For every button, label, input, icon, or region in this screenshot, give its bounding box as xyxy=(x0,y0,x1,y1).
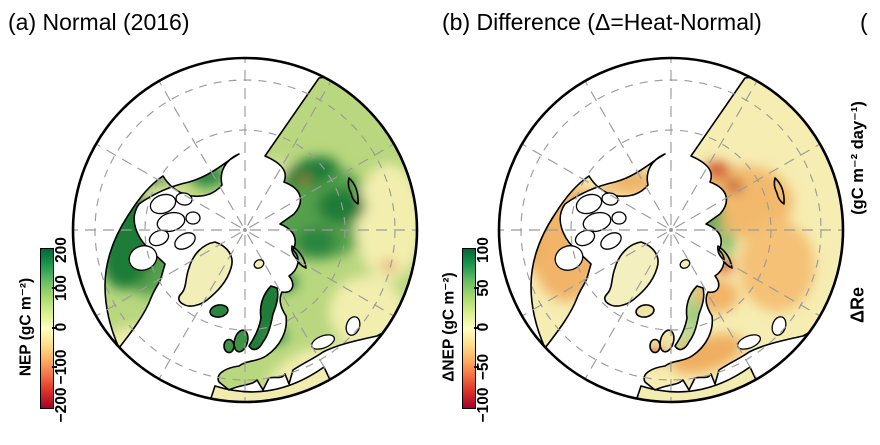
svalbard-island xyxy=(679,259,691,269)
colorbar-a-tick xyxy=(52,366,57,368)
panel-b-title: (b) Difference (Δ=Heat-Normal) xyxy=(442,9,762,35)
panel-c-ylabel-units: (gC m⁻² day⁻¹) xyxy=(849,101,867,215)
colorbar-a xyxy=(40,248,57,409)
panel-c-title-fragment: ( xyxy=(860,9,868,35)
map-b-horizon-circle xyxy=(497,56,845,404)
colorbar-b-title: ΔNEP (gC m⁻²) xyxy=(440,272,458,382)
colorbar-b-tick xyxy=(474,327,479,329)
colorbar-a-tick xyxy=(52,327,57,329)
hudson-bay xyxy=(128,245,158,271)
arctic-archipelago xyxy=(148,192,201,250)
hudson-bay xyxy=(554,245,584,271)
colorbar-b-tick-label: 50 xyxy=(475,279,492,297)
inland-seas-and-white-islands xyxy=(554,192,787,350)
panel-a-title: (a) Normal (2016) xyxy=(8,9,190,35)
colorbar-b-tick xyxy=(474,366,479,368)
svalbard-island xyxy=(253,259,265,269)
colorbar-b-tick-label: 0 xyxy=(475,322,492,332)
colorbar-a-tick xyxy=(52,287,57,289)
colorbar-b-tick-label: 100 xyxy=(475,237,492,263)
inland-seas-and-white-islands xyxy=(128,192,361,350)
arctic-archipelago xyxy=(574,192,627,250)
colorbar-b-tick xyxy=(474,287,479,289)
panel-c-ylabel-name: ΔRe xyxy=(847,287,868,323)
colorbar-b-tick-label: −100 xyxy=(475,387,492,423)
colorbar-b-tick-label: −50 xyxy=(475,353,492,381)
colorbar-a-title: NEP (gC m⁻²) xyxy=(17,277,35,377)
map-panel-a xyxy=(71,56,419,404)
map-a-horizon-circle xyxy=(71,56,419,404)
colorbar-b xyxy=(462,248,479,409)
map-panel-b xyxy=(497,56,845,404)
